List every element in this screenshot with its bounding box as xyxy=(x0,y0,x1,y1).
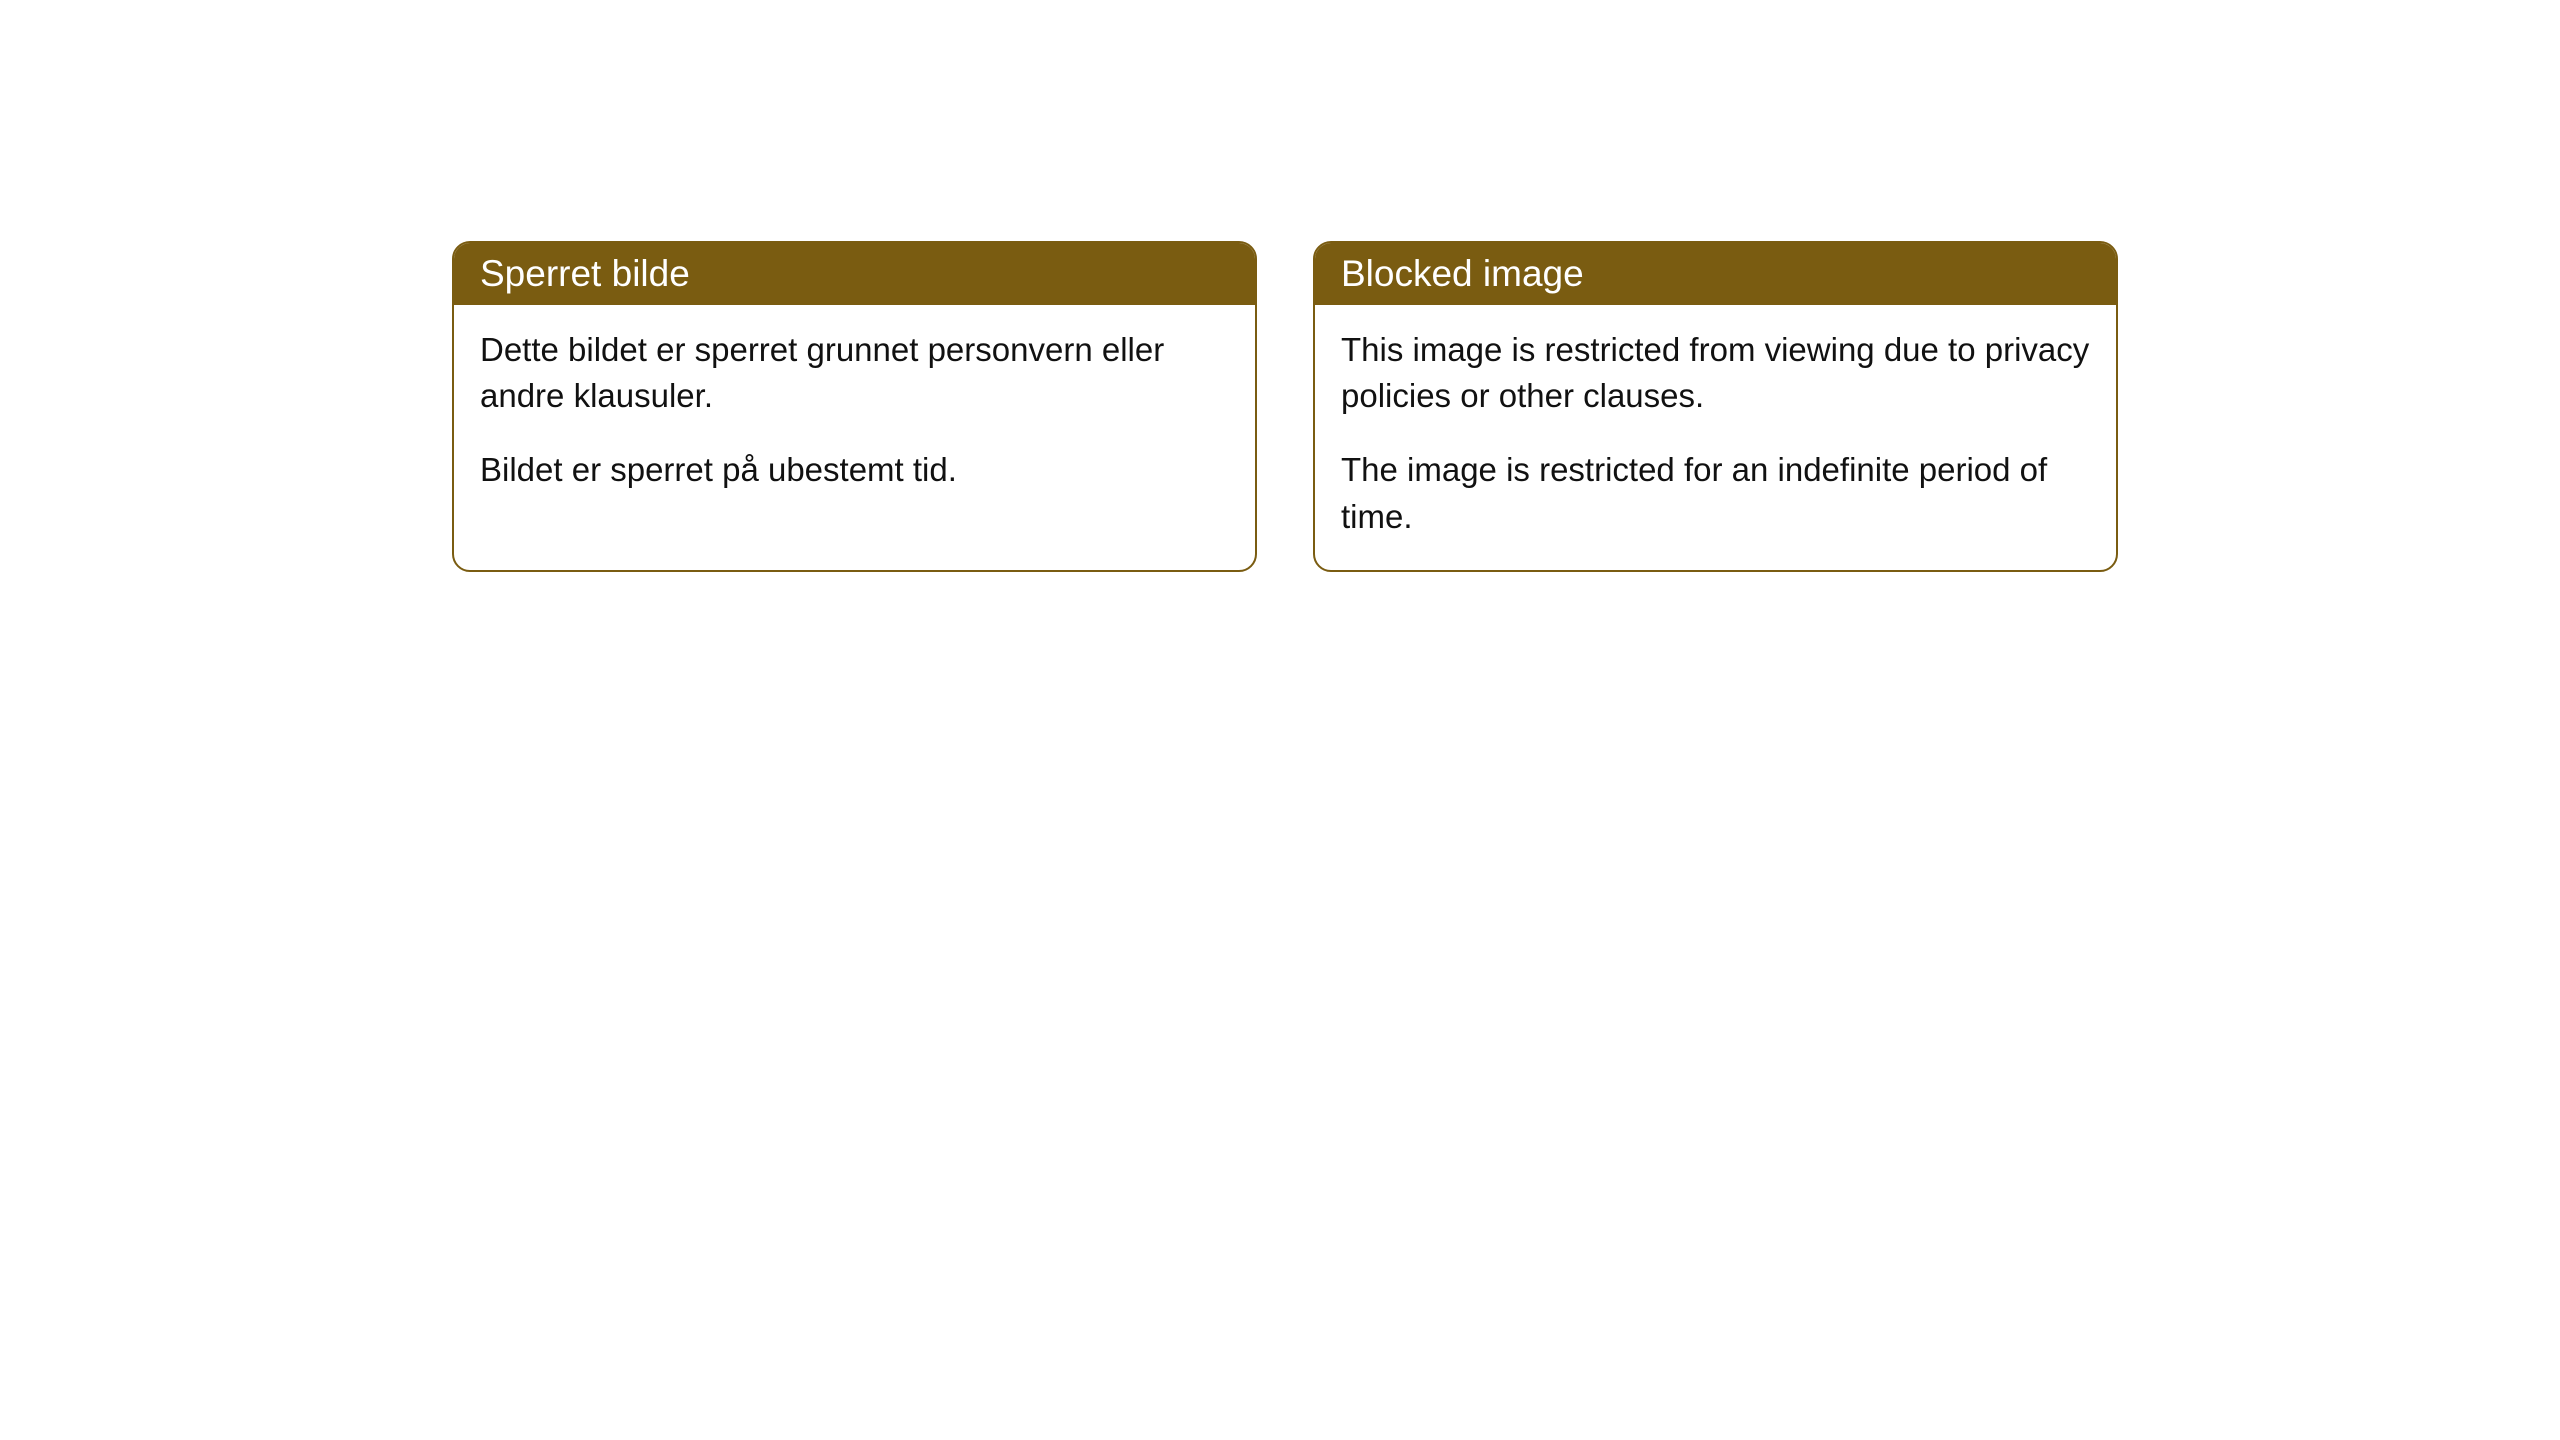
card-body: Dette bildet er sperret grunnet personve… xyxy=(454,305,1255,524)
card-paragraph: This image is restricted from viewing du… xyxy=(1341,327,2090,419)
card-paragraph: The image is restricted for an indefinit… xyxy=(1341,447,2090,539)
card-header: Sperret bilde xyxy=(454,243,1255,305)
card-title: Blocked image xyxy=(1341,253,1584,294)
notice-cards-container: Sperret bilde Dette bildet er sperret gr… xyxy=(452,241,2118,572)
blocked-image-card-english: Blocked image This image is restricted f… xyxy=(1313,241,2118,572)
card-body: This image is restricted from viewing du… xyxy=(1315,305,2116,570)
card-paragraph: Dette bildet er sperret grunnet personve… xyxy=(480,327,1229,419)
card-paragraph: Bildet er sperret på ubestemt tid. xyxy=(480,447,1229,493)
card-title: Sperret bilde xyxy=(480,253,690,294)
blocked-image-card-norwegian: Sperret bilde Dette bildet er sperret gr… xyxy=(452,241,1257,572)
card-header: Blocked image xyxy=(1315,243,2116,305)
